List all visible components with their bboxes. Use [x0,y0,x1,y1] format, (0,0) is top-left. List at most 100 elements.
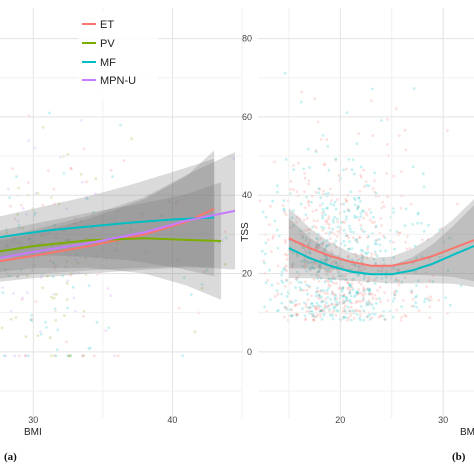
scatter-point-a [40,234,43,238]
scatter-point-a [69,354,72,358]
scatter-point-b [300,288,303,292]
scatter-point-b [289,299,293,303]
scatter-point-b [307,241,311,245]
scatter-point-b [290,216,294,220]
scatter-point-b [294,303,298,307]
scatter-point-a [21,207,25,210]
scatter-point-b [315,247,318,251]
scatter-point-b [308,267,312,271]
scatter-point-b [353,216,357,220]
scatter-point-b [359,227,363,231]
scatter-point-b [362,168,365,172]
scatter-point-b [372,257,376,261]
scatter-point-b [321,243,324,247]
scatter-point-a [34,300,38,303]
scatter-point-a [17,354,21,358]
scatter-point-a [223,230,227,234]
scatter-point-a [36,191,40,195]
scatter-point-b [318,267,322,270]
scatter-point-b [373,293,377,297]
scatter-point-b [280,301,284,305]
scatter-point-a [109,168,113,172]
scatter-point-b [323,248,327,252]
scatter-point-a [16,275,20,279]
scatter-point-b [412,304,416,308]
scatter-point-b [312,219,316,223]
scatter-point-a [66,153,70,156]
scatter-point-b [448,236,452,240]
tick-labels: 30 40 20 30 0 20 40 60 80 [28,34,448,425]
scatter-point-b [326,222,329,225]
scatter-point-a [16,219,20,223]
scatter-point-b [367,301,371,304]
scatter-point-a [160,213,164,217]
scatter-point-b [318,297,322,301]
scatter-point-b [342,295,346,298]
scatter-point-a [12,292,15,295]
scatter-point-b [334,261,338,265]
scatter-point-b [316,313,320,316]
scatter-point-b [366,236,369,239]
scatter-point-b [308,268,312,272]
scatter-point-b [294,303,298,307]
scatter-point-b [330,231,334,235]
scatter-point-b [397,279,400,283]
scatter-point-b [308,166,311,169]
scatter-point-b [426,296,430,300]
scatter-point-b [355,259,359,263]
scatter-point-b [310,301,314,305]
scatter-point-b [348,309,352,313]
scatter-point-a [36,256,40,259]
scatter-point-b [325,244,328,248]
scatter-point-b [312,277,316,281]
scatter-point-b [302,246,306,250]
scatter-point-b [358,316,361,320]
scatter-point-b [373,171,376,175]
scatter-point-a [115,241,119,245]
scatter-point-b [304,213,308,217]
scatter-point-b [446,269,450,272]
scatter-point-b [330,251,334,255]
scatter-point-a [54,293,58,296]
legend-item-mpn-u: MPN-U [82,75,136,87]
scatter-point-b [317,243,320,247]
scatter-point-b [280,292,284,296]
scatter-point-b [355,291,359,295]
scatter-point-b [334,294,338,297]
scatter-point-a [30,317,34,321]
scatter-point-b [294,286,297,290]
scatter-point-b [320,309,324,312]
scatter-point-b [409,202,413,206]
scatter-point-b [324,279,328,282]
scatter-point-b [284,158,288,161]
scatter-point-b [331,292,335,296]
x-axis-title-a: BMI [24,427,42,438]
scatter-point-b [289,281,293,285]
scatter-point-b [326,292,329,296]
scatter-point-a [57,202,61,206]
scatter-point-b [393,293,397,296]
scatter-point-b [269,204,272,208]
scatter-point-a [92,354,96,358]
scatter-point-b [317,187,321,191]
scatter-point-b [411,222,414,226]
scatter-point-b [392,211,395,214]
scatter-point-b [319,196,323,200]
scatter-point-b [373,190,377,194]
x-tick-label-a-40: 40 [167,415,177,425]
scatter-point-a [82,147,86,151]
scatter-point-b [301,235,305,238]
scatter-point-b [352,196,356,200]
scatter-point-a [24,335,28,339]
scatter-point-b [315,291,319,294]
scatter-point-a [64,265,68,269]
scatter-point-b [346,281,350,285]
scatter-point-a [72,296,76,300]
scatter-point-b [308,228,312,231]
scatter-point-b [323,280,327,284]
scatter-point-b [324,213,327,217]
scatter-point-b [307,261,310,265]
scatter-point-a [74,222,77,226]
scatter-point-a [181,354,185,358]
scatter-point-b [349,318,353,322]
